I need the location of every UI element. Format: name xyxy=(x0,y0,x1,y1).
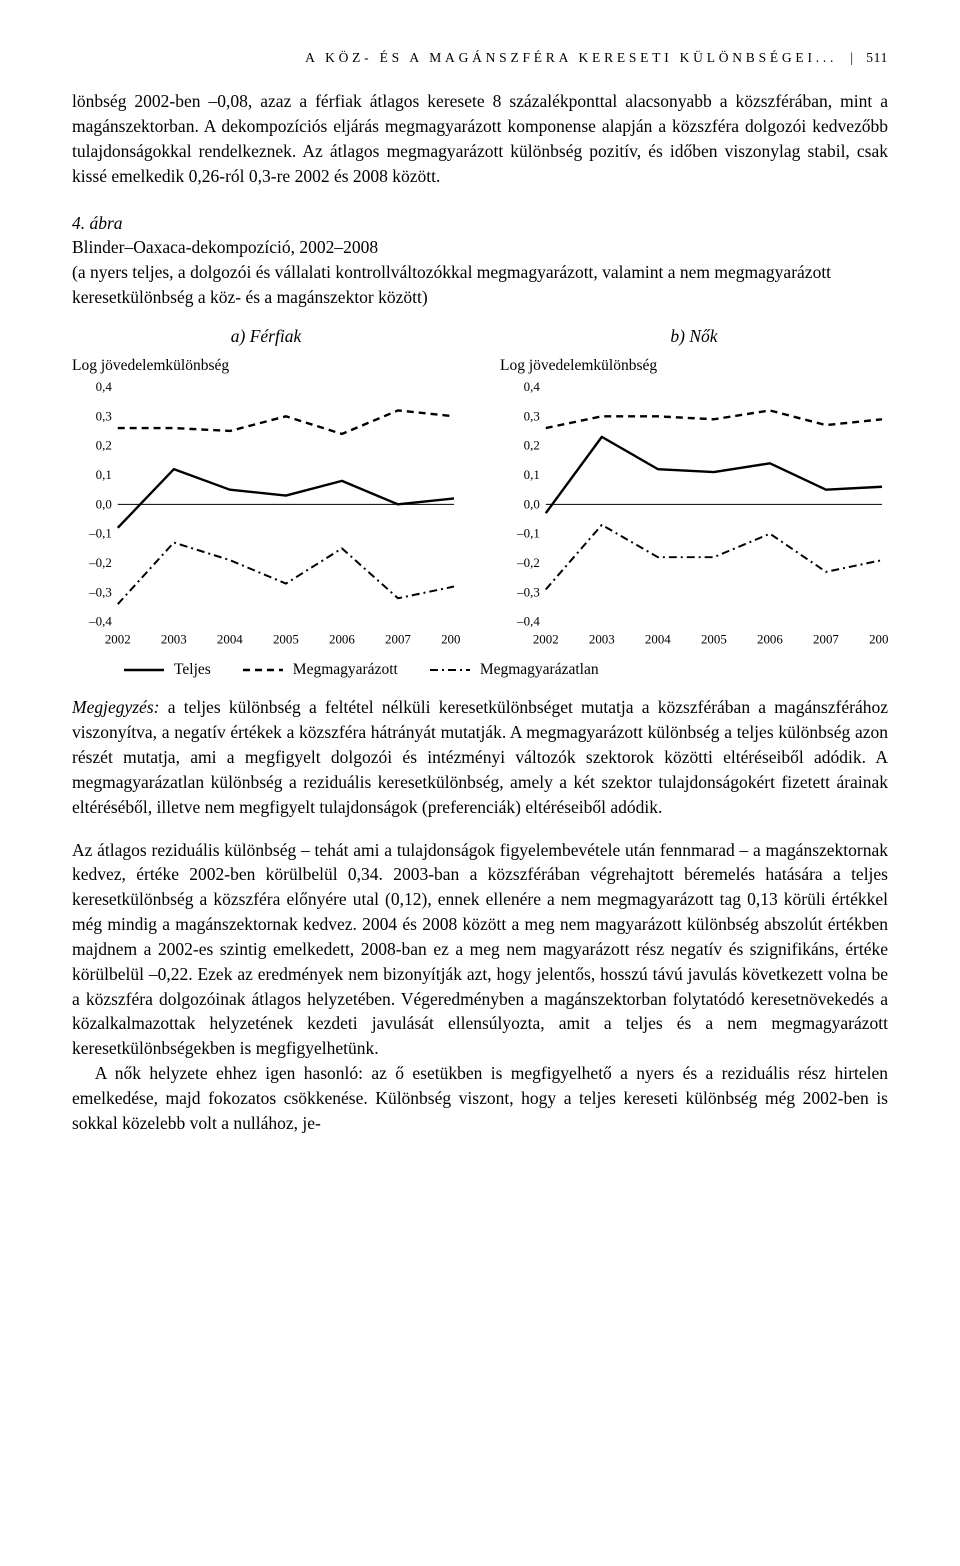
svg-text:0,3: 0,3 xyxy=(524,408,540,423)
svg-text:2007: 2007 xyxy=(813,631,839,646)
note-label: Megjegyzés: xyxy=(72,697,159,717)
axis-titles-row: Log jövedelemkülönbség Log jövedelemkülö… xyxy=(72,355,888,377)
chart-a: 0,4 0,3 0,2 0,1 0,0 –0,1 –0,2 –0,3 –0,4 2002 2003 2… xyxy=(72,381,460,650)
legend-swatch-solid xyxy=(124,664,164,676)
running-head-sep: | xyxy=(850,50,853,65)
svg-text:–0,2: –0,2 xyxy=(88,555,112,570)
legend-swatch-dashdot xyxy=(430,664,470,676)
svg-text:2005: 2005 xyxy=(701,631,727,646)
legend-label-megmagyarazott: Megmagyarázott xyxy=(293,659,398,681)
svg-text:2005: 2005 xyxy=(273,631,299,646)
svg-text:0,1: 0,1 xyxy=(524,467,540,482)
page-number: 511 xyxy=(866,50,888,65)
legend-item-megmagyarazott: Megmagyarázott xyxy=(243,659,398,681)
svg-text:2003: 2003 xyxy=(161,631,187,646)
legend-swatch-dashed xyxy=(243,664,283,676)
svg-text:–0,2: –0,2 xyxy=(516,555,540,570)
svg-text:2008: 2008 xyxy=(869,631,888,646)
svg-text:–0,1: –0,1 xyxy=(516,525,540,540)
legend-item-megmagyarazatlan: Megmagyarázatlan xyxy=(430,659,599,681)
panel-titles-row: a) Férfiak b) Nők xyxy=(72,324,888,349)
figure-number: 4. ábra xyxy=(72,213,123,233)
panel-b-title: b) Nők xyxy=(500,324,888,349)
body-paragraph-2: Az átlagos reziduális különbség – tehát … xyxy=(72,838,888,1062)
panel-a-title: a) Férfiak xyxy=(72,324,460,349)
chart-b-cell: 0,4 0,3 0,2 0,1 0,0 –0,1 –0,2 –0,3 –0,4 2002 2003 2… xyxy=(500,381,888,650)
figure-caption: 4. ábra Blinder–Oaxaca-dekompozíció, 200… xyxy=(72,211,888,310)
svg-text:0,2: 0,2 xyxy=(524,437,540,452)
chart-a-cell: 0,4 0,3 0,2 0,1 0,0 –0,1 –0,2 –0,3 –0,4 2002 2003 2… xyxy=(72,381,460,650)
svg-text:0,4: 0,4 xyxy=(524,381,541,394)
body-paragraph-3: A nők helyzete ehhez igen hasonló: az ő … xyxy=(72,1061,888,1136)
running-head-text: A KÖZ- ÉS A MAGÁNSZFÉRA KERESETI KÜLÖNBS… xyxy=(305,50,837,65)
svg-text:0,3: 0,3 xyxy=(96,408,112,423)
charts-row: 0,4 0,3 0,2 0,1 0,0 –0,1 –0,2 –0,3 –0,4 2002 2003 2… xyxy=(72,381,888,650)
svg-text:0,4: 0,4 xyxy=(96,381,113,394)
svg-text:0,2: 0,2 xyxy=(96,437,112,452)
axis-title-b: Log jövedelemkülönbség xyxy=(500,355,888,377)
figure-title-line1: Blinder–Oaxaca-dekompozíció, 2002–2008 xyxy=(72,237,378,257)
legend-item-teljes: Teljes xyxy=(124,659,211,681)
legend-label-megmagyarazatlan: Megmagyarázatlan xyxy=(480,659,599,681)
svg-text:2002: 2002 xyxy=(533,631,559,646)
svg-text:2008: 2008 xyxy=(441,631,460,646)
svg-text:–0,4: –0,4 xyxy=(88,613,112,628)
axis-title-a: Log jövedelemkülönbség xyxy=(72,355,460,377)
svg-text:–0,3: –0,3 xyxy=(516,584,540,599)
chart-legend: Teljes Megmagyarázott Megmagyarázatlan xyxy=(72,659,888,681)
svg-text:–0,1: –0,1 xyxy=(88,525,112,540)
svg-text:0,0: 0,0 xyxy=(524,496,540,511)
svg-text:2004: 2004 xyxy=(645,631,671,646)
svg-text:2003: 2003 xyxy=(589,631,615,646)
svg-text:2006: 2006 xyxy=(757,631,783,646)
figure-title-line2: (a nyers teljes, a dolgozói és vállalati… xyxy=(72,262,831,307)
svg-text:2006: 2006 xyxy=(329,631,355,646)
svg-text:–0,3: –0,3 xyxy=(88,584,112,599)
figure-note: Megjegyzés: a teljes különbség a feltéte… xyxy=(72,695,888,819)
svg-text:2007: 2007 xyxy=(385,631,411,646)
legend-label-teljes: Teljes xyxy=(174,659,211,681)
note-text: a teljes különbség a feltétel nélküli ke… xyxy=(72,697,888,816)
svg-text:0,0: 0,0 xyxy=(96,496,112,511)
running-head: A KÖZ- ÉS A MAGÁNSZFÉRA KERESETI KÜLÖNBS… xyxy=(72,48,888,67)
svg-text:0,1: 0,1 xyxy=(96,467,112,482)
svg-text:2002: 2002 xyxy=(105,631,131,646)
body-paragraph-1: lönbség 2002-ben –0,08, azaz a férfiak á… xyxy=(72,89,888,188)
svg-text:–0,4: –0,4 xyxy=(516,613,540,628)
chart-b: 0,4 0,3 0,2 0,1 0,0 –0,1 –0,2 –0,3 –0,4 2002 2003 2… xyxy=(500,381,888,650)
svg-text:2004: 2004 xyxy=(217,631,243,646)
